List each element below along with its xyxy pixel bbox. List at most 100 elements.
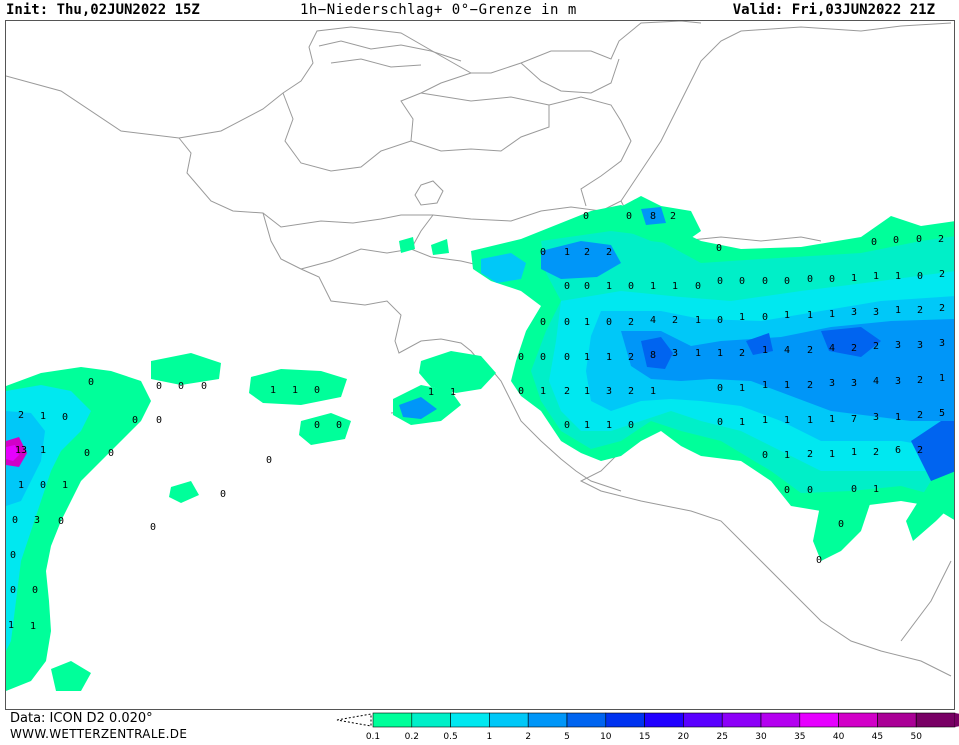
precip-value-label: 2 [873, 447, 879, 458]
precip-value-label: 0 [717, 417, 723, 428]
precip-value-label: 1 [739, 312, 745, 323]
precip-area-west-3 [6, 411, 45, 506]
precip-value-label: 0 [695, 281, 701, 292]
valid-time-label: Valid: Fri,03JUN2022 21Z [732, 2, 935, 18]
precip-value-label: 0 [583, 211, 589, 222]
precip-value-label: 0 [266, 455, 272, 466]
precip-value-label: 1 [851, 447, 857, 458]
legend-label: 45 [872, 732, 883, 741]
precip-value-label: 1 [895, 271, 901, 282]
precip-value-label: 0 [916, 234, 922, 245]
precip-value-label: 1 [584, 386, 590, 397]
border-inner-nl [410, 92, 632, 207]
legend-label: 5 [564, 732, 570, 741]
precip-cell-center [419, 351, 496, 393]
legend-arrow-right [955, 713, 959, 727]
precip-cell-mid-4 [151, 353, 221, 385]
legend-label: 30 [755, 732, 767, 741]
legend-swatch [683, 712, 723, 728]
precip-cell-small-1 [399, 237, 415, 253]
precip-value-label: 0 [88, 377, 94, 388]
precip-value-label: 1 [564, 247, 570, 258]
legend-label: 0.2 [405, 732, 419, 741]
precip-value-label: 1 [8, 620, 14, 631]
legend-swatch [721, 712, 762, 728]
precip-value-label: 8 [650, 350, 656, 361]
precip-value-label: 1 [450, 387, 456, 398]
precip-value-label: 1 [784, 310, 790, 321]
precip-value-label: 1 [717, 348, 723, 359]
precip-value-label: 1 [606, 352, 612, 363]
precip-value-label: 2 [672, 315, 678, 326]
legend-swatch [644, 712, 684, 728]
precip-value-label: 3 [939, 338, 945, 349]
coast-islands [318, 40, 462, 68]
legend-label: 1 [487, 732, 493, 741]
precip-value-label: 0 [762, 450, 768, 461]
border-north [178, 137, 622, 228]
precip-value-label: 3 [873, 412, 879, 423]
precip-value-label: 1 [829, 449, 835, 460]
precip-value-label: 1 [606, 281, 612, 292]
precip-value-label: 0 [32, 585, 38, 596]
precip-value-label: 0 [838, 519, 844, 530]
legend-swatch [605, 712, 645, 728]
precip-value-label: 1 [807, 310, 813, 321]
precip-value-label: 0 [564, 420, 570, 431]
border-nl-north [520, 58, 620, 94]
precip-value-label: 0 [10, 550, 16, 561]
precip-value-label: 1 [784, 415, 790, 426]
precip-value-label: 3 [829, 378, 835, 389]
precip-value-label: 1 [584, 317, 590, 328]
precip-cell-se-1 [813, 491, 871, 561]
precip-value-label: 1 [18, 480, 24, 491]
precip-value-label: 0 [178, 381, 184, 392]
precip-value-label: 0 [564, 352, 570, 363]
precip-value-label: 0 [851, 484, 857, 495]
border-nl-small [414, 180, 444, 206]
precip-value-label: 0 [108, 448, 114, 459]
precip-value-label: 2 [939, 303, 945, 314]
precip-value-label: 0 [626, 211, 632, 222]
legend-swatch [450, 712, 490, 728]
precip-value-label: 0 [739, 276, 745, 287]
precip-value-label: 2 [670, 211, 676, 222]
precip-value-label: 1 [829, 309, 835, 320]
precip-value-label: 0 [762, 312, 768, 323]
precip-value-label: 1 [40, 411, 46, 422]
precip-value-label: 0 [540, 317, 546, 328]
precip-value-label: 1 [695, 315, 701, 326]
legend-swatch [915, 712, 956, 728]
precip-value-label: 2 [807, 449, 813, 460]
precip-value-label: 1 [784, 450, 790, 461]
precip-value-label: 1 [672, 281, 678, 292]
precip-value-label: 2 [938, 234, 944, 245]
precip-value-label: 0 [10, 585, 16, 596]
precip-value-label: 1 [695, 348, 701, 359]
precip-value-label: 1 [40, 445, 46, 456]
precip-value-label: 2 [18, 410, 24, 421]
precip-value-label: 2 [739, 348, 745, 359]
precip-value-label: 1 [62, 480, 68, 491]
coastline [6, 21, 702, 139]
precip-value-label: 1 [762, 345, 768, 356]
precip-value-label: 0 [156, 415, 162, 426]
precip-value-label: 1 [584, 420, 590, 431]
precip-value-label: 1 [292, 385, 298, 396]
precip-value-label: 0 [917, 271, 923, 282]
precipitation-map: 0 0 8 2 0 0 1 2 2 0 0 0 2 0 0 1 0 1 1 0 0 0 0 0 0 0 1 1 1 0 2 0 0 1 0 2 4 2 1 0… [5, 20, 955, 710]
precip-value-label: 3 [34, 515, 40, 526]
legend-swatch [527, 712, 568, 728]
legend-swatch [372, 712, 413, 728]
legend-swatch [838, 712, 878, 728]
legend-label: 25 [716, 732, 727, 741]
precip-value-label: 0 [784, 276, 790, 287]
legend-label: 0.1 [366, 732, 380, 741]
precip-value-label: 2 [628, 386, 634, 397]
precip-value-label: 0 [816, 555, 822, 566]
precip-value-label: 3 [873, 307, 879, 318]
precip-value-label: 2 [584, 247, 590, 258]
legend-swatch [799, 712, 839, 728]
precip-value-label: 1 [762, 415, 768, 426]
precip-value-label: 2 [807, 380, 813, 391]
